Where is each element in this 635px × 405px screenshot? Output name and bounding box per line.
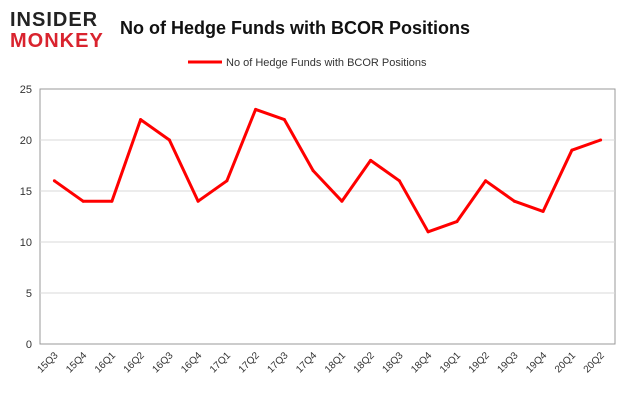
data-point: [225, 179, 229, 183]
data-point: [541, 209, 545, 213]
data-point: [455, 220, 459, 224]
x-tick-label: 17Q3: [265, 350, 290, 375]
insider-monkey-logo: INSIDER MONKEY: [10, 9, 104, 52]
x-tick-label: 15Q4: [64, 350, 89, 375]
y-tick-label: 10: [20, 237, 32, 249]
data-point: [282, 118, 286, 122]
series-layer: [52, 107, 603, 234]
data-point: [52, 179, 56, 183]
data-point: [369, 158, 373, 162]
x-tick-label: 16Q4: [179, 350, 204, 375]
x-tick-label: 19Q4: [524, 350, 549, 375]
series-line: [53, 107, 602, 234]
y-tick-label: 20: [20, 135, 32, 147]
data-point: [484, 179, 488, 183]
x-tick-label: 19Q1: [438, 350, 463, 375]
logo-top-text: INSIDER: [10, 9, 98, 31]
plot-frame: [39, 88, 616, 345]
data-point: [340, 199, 344, 203]
data-point: [426, 230, 430, 234]
x-tick-label: 20Q2: [582, 350, 607, 375]
y-tick-label: 15: [20, 186, 32, 198]
data-point: [570, 148, 574, 152]
data-point: [311, 169, 315, 173]
x-tick-label: 16Q3: [150, 350, 175, 375]
data-point: [81, 199, 85, 203]
data-point: [397, 179, 401, 183]
x-tick-label: 16Q2: [122, 350, 147, 375]
x-tick-label: 18Q3: [380, 350, 405, 375]
x-tick-label: 17Q4: [294, 350, 319, 375]
x-tick-label: 19Q3: [495, 350, 520, 375]
data-point: [167, 138, 171, 142]
data-point: [139, 118, 143, 122]
logo-bottom-text: MONKEY: [10, 30, 104, 52]
y-tick-label: 5: [26, 288, 32, 300]
y-tick-label: 25: [20, 84, 32, 96]
x-tick-label: 15Q3: [35, 350, 60, 375]
y-tick-label: 0: [26, 339, 32, 351]
data-point: [196, 199, 200, 203]
x-tick-label: 18Q2: [352, 350, 377, 375]
data-point: [599, 138, 603, 142]
x-tick-label: 16Q1: [93, 350, 118, 375]
legend: No of Hedge Funds with BCOR Positions: [188, 57, 427, 69]
x-tick-label: 19Q2: [467, 350, 492, 375]
chart-title: No of Hedge Funds with BCOR Positions: [120, 18, 470, 38]
x-tick-label: 17Q2: [237, 350, 262, 375]
data-point: [110, 199, 114, 203]
data-point: [512, 199, 516, 203]
data-point: [254, 107, 258, 111]
x-tick-label: 17Q1: [208, 350, 233, 375]
x-tick-label: 20Q1: [553, 350, 578, 375]
x-tick-label: 18Q1: [323, 350, 348, 375]
x-axis-ticks: 15Q3 15Q4 16Q1 16Q2 16Q3 16Q4 17Q1 17Q2 17Q3 17Q4…: [35, 350, 607, 375]
legend-label: No of Hedge Funds with BCOR Positions: [226, 57, 427, 69]
x-tick-label: 18Q4: [409, 350, 434, 375]
gridlines: [40, 139, 615, 294]
y-axis-ticks: 0 5 10 15 20 25: [20, 84, 32, 351]
